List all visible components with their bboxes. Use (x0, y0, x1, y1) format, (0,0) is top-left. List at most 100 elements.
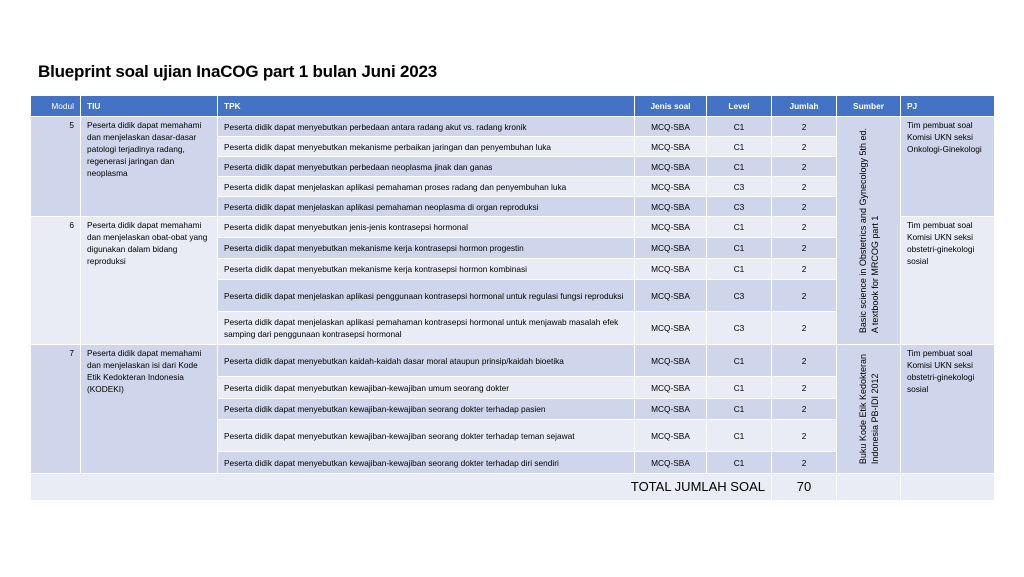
jenis-soal: MCQ-SBA (634, 376, 707, 399)
jumlah: 2 (771, 451, 837, 474)
sumber-cell: Basic science in Obstetrics and Gynecolo… (836, 116, 901, 345)
header-sumber: Sumber (836, 95, 901, 117)
jumlah: 2 (771, 344, 837, 377)
jenis-soal: MCQ-SBA (634, 279, 707, 312)
tpk-text: Peserta didik dapat menyebutkan kaidah-k… (217, 344, 635, 377)
total-empty (836, 473, 901, 501)
tpk-text: Peserta didik dapat menyebutkan kewajiba… (217, 419, 635, 452)
tpk-text: Peserta didik dapat menjelaskan aplikasi… (217, 279, 635, 312)
level: C3 (706, 196, 772, 217)
tpk-text: Peserta didik dapat menyebutkan jenis-je… (217, 216, 635, 238)
header-jumlah: Jumlah (771, 95, 837, 117)
jumlah: 2 (771, 279, 837, 312)
tpk-text: Peserta didik dapat menyebutkan kewajiba… (217, 398, 635, 420)
tpk-text: Peserta didik dapat menyebutkan perbedaa… (217, 156, 635, 177)
jumlah: 2 (771, 196, 837, 217)
level: C1 (706, 376, 772, 399)
level: C1 (706, 258, 772, 280)
header-row: Modul TIU TPK Jenis soal Level Jumlah Su… (30, 95, 995, 117)
jenis-soal: MCQ-SBA (634, 258, 707, 280)
jumlah: 2 (771, 398, 837, 420)
jenis-soal: MCQ-SBA (634, 419, 707, 452)
tpk-text: Peserta didik dapat menjelaskan aplikasi… (217, 196, 635, 217)
tiu-text: Peserta didik dapat memahami dan menjela… (80, 116, 218, 217)
sumber-cell: Buku Kode Etik Kedokteran Indonesia PB-I… (836, 344, 901, 474)
header-jenis-soal: Jenis soal (634, 95, 707, 117)
pj-text: Tim pembuat soal Komisi UKN seksi Onkolo… (900, 116, 995, 217)
jenis-soal: MCQ-SBA (634, 196, 707, 217)
total-row: TOTAL JUMLAH SOAL 70 (30, 473, 995, 501)
level: C1 (706, 237, 772, 259)
level: C1 (706, 419, 772, 452)
jenis-soal: MCQ-SBA (634, 216, 707, 238)
jenis-soal: MCQ-SBA (634, 156, 707, 177)
header-pj: PJ (900, 95, 995, 117)
level: C3 (706, 311, 772, 345)
jumlah: 2 (771, 258, 837, 280)
level: C1 (706, 136, 772, 157)
tpk-text: Peserta didik dapat menyebutkan kewajiba… (217, 451, 635, 474)
header-tpk: TPK (217, 95, 635, 117)
jenis-soal: MCQ-SBA (634, 116, 707, 137)
total-value: 70 (771, 473, 837, 501)
jumlah: 2 (771, 376, 837, 399)
level: C1 (706, 156, 772, 177)
jumlah: 2 (771, 311, 837, 345)
table-row: Peserta didik dapat menjelaskan aplikasi… (31, 311, 995, 345)
modul-number: 5 (30, 116, 81, 217)
jenis-soal: MCQ-SBA (634, 176, 707, 197)
jumlah: 2 (771, 216, 837, 238)
header-tiu: TIU (80, 95, 218, 117)
jumlah: 2 (771, 156, 837, 177)
level: C3 (706, 176, 772, 197)
jumlah: 2 (771, 136, 837, 157)
tiu-text: Peserta didik dapat memahami dan menjela… (80, 216, 218, 345)
level: C1 (706, 344, 772, 377)
table-row: Peserta didik dapat menyebutkan mekanism… (31, 237, 995, 259)
jenis-soal: MCQ-SBA (634, 311, 707, 345)
pj-text: Tim pembuat soal Komisi UKN seksi obstet… (900, 344, 995, 474)
table-row: Peserta didik dapat menjelaskan aplikasi… (31, 176, 995, 197)
level: C1 (706, 116, 772, 137)
level: C3 (706, 279, 772, 312)
modul-number: 7 (30, 344, 81, 474)
jenis-soal: MCQ-SBA (634, 451, 707, 474)
table-row: Peserta didik dapat menyebutkan kewajiba… (31, 419, 995, 452)
jumlah: 2 (771, 176, 837, 197)
table-row: 5 Peserta didik dapat memahami dan menjel… (30, 116, 995, 345)
tpk-text: Peserta didik dapat menyebutkan kewajiba… (217, 376, 635, 399)
level: C1 (706, 398, 772, 420)
tiu-text: Peserta didik dapat memahami dan menjela… (80, 344, 218, 474)
jenis-soal: MCQ-SBA (634, 344, 707, 377)
jumlah: 2 (771, 419, 837, 452)
page-title: Blueprint soal ujian InaCOG part 1 bulan… (38, 62, 438, 81)
tpk-text: Peserta didik dapat menyebutkan perbedaa… (217, 116, 635, 137)
header-level: Level (706, 95, 772, 117)
sumber-text: Basic science in Obstetrics and Gynecolo… (857, 127, 880, 334)
sumber-text: Buku Kode Etik Kedokteran Indonesia PB-I… (857, 353, 880, 465)
level: C1 (706, 216, 772, 238)
table-row: Peserta didik dapat menyebutkan kewajiba… (31, 376, 995, 399)
jenis-soal: MCQ-SBA (634, 136, 707, 157)
tpk-text: Peserta didik dapat menyebutkan mekanism… (217, 136, 635, 157)
modul-number: 6 (30, 216, 81, 345)
table-row: 6 Peserta didik dapat memahami dan menjel… (30, 216, 995, 345)
total-empty (900, 473, 995, 501)
header-modul: Modul (30, 95, 81, 117)
table-row: Peserta didik dapat menyebutkan mekanism… (31, 258, 995, 280)
jumlah: 2 (771, 237, 837, 259)
tpk-text: Peserta didik dapat menjelaskan aplikasi… (217, 311, 635, 345)
table-row: Peserta didik dapat menjelaskan aplikasi… (31, 196, 995, 217)
blueprint-table: Modul TIU TPK Jenis soal Level Jumlah Su… (30, 95, 995, 501)
tpk-text: Peserta didik dapat menyebutkan mekanism… (217, 258, 635, 280)
table-row: Peserta didik dapat menjelaskan aplikasi… (31, 279, 995, 312)
tpk-text: Peserta didik dapat menyebutkan mekanism… (217, 237, 635, 259)
jumlah: 2 (771, 116, 837, 137)
table-row: Peserta didik dapat menyebutkan kewajiba… (31, 398, 995, 420)
level: C1 (706, 451, 772, 474)
total-label: TOTAL JUMLAH SOAL (30, 473, 772, 501)
tpk-text: Peserta didik dapat menjelaskan aplikasi… (217, 176, 635, 197)
jenis-soal: MCQ-SBA (634, 237, 707, 259)
pj-text: Tim pembuat soal Komisi UKN seksi obstet… (900, 216, 995, 345)
jenis-soal: MCQ-SBA (634, 398, 707, 420)
